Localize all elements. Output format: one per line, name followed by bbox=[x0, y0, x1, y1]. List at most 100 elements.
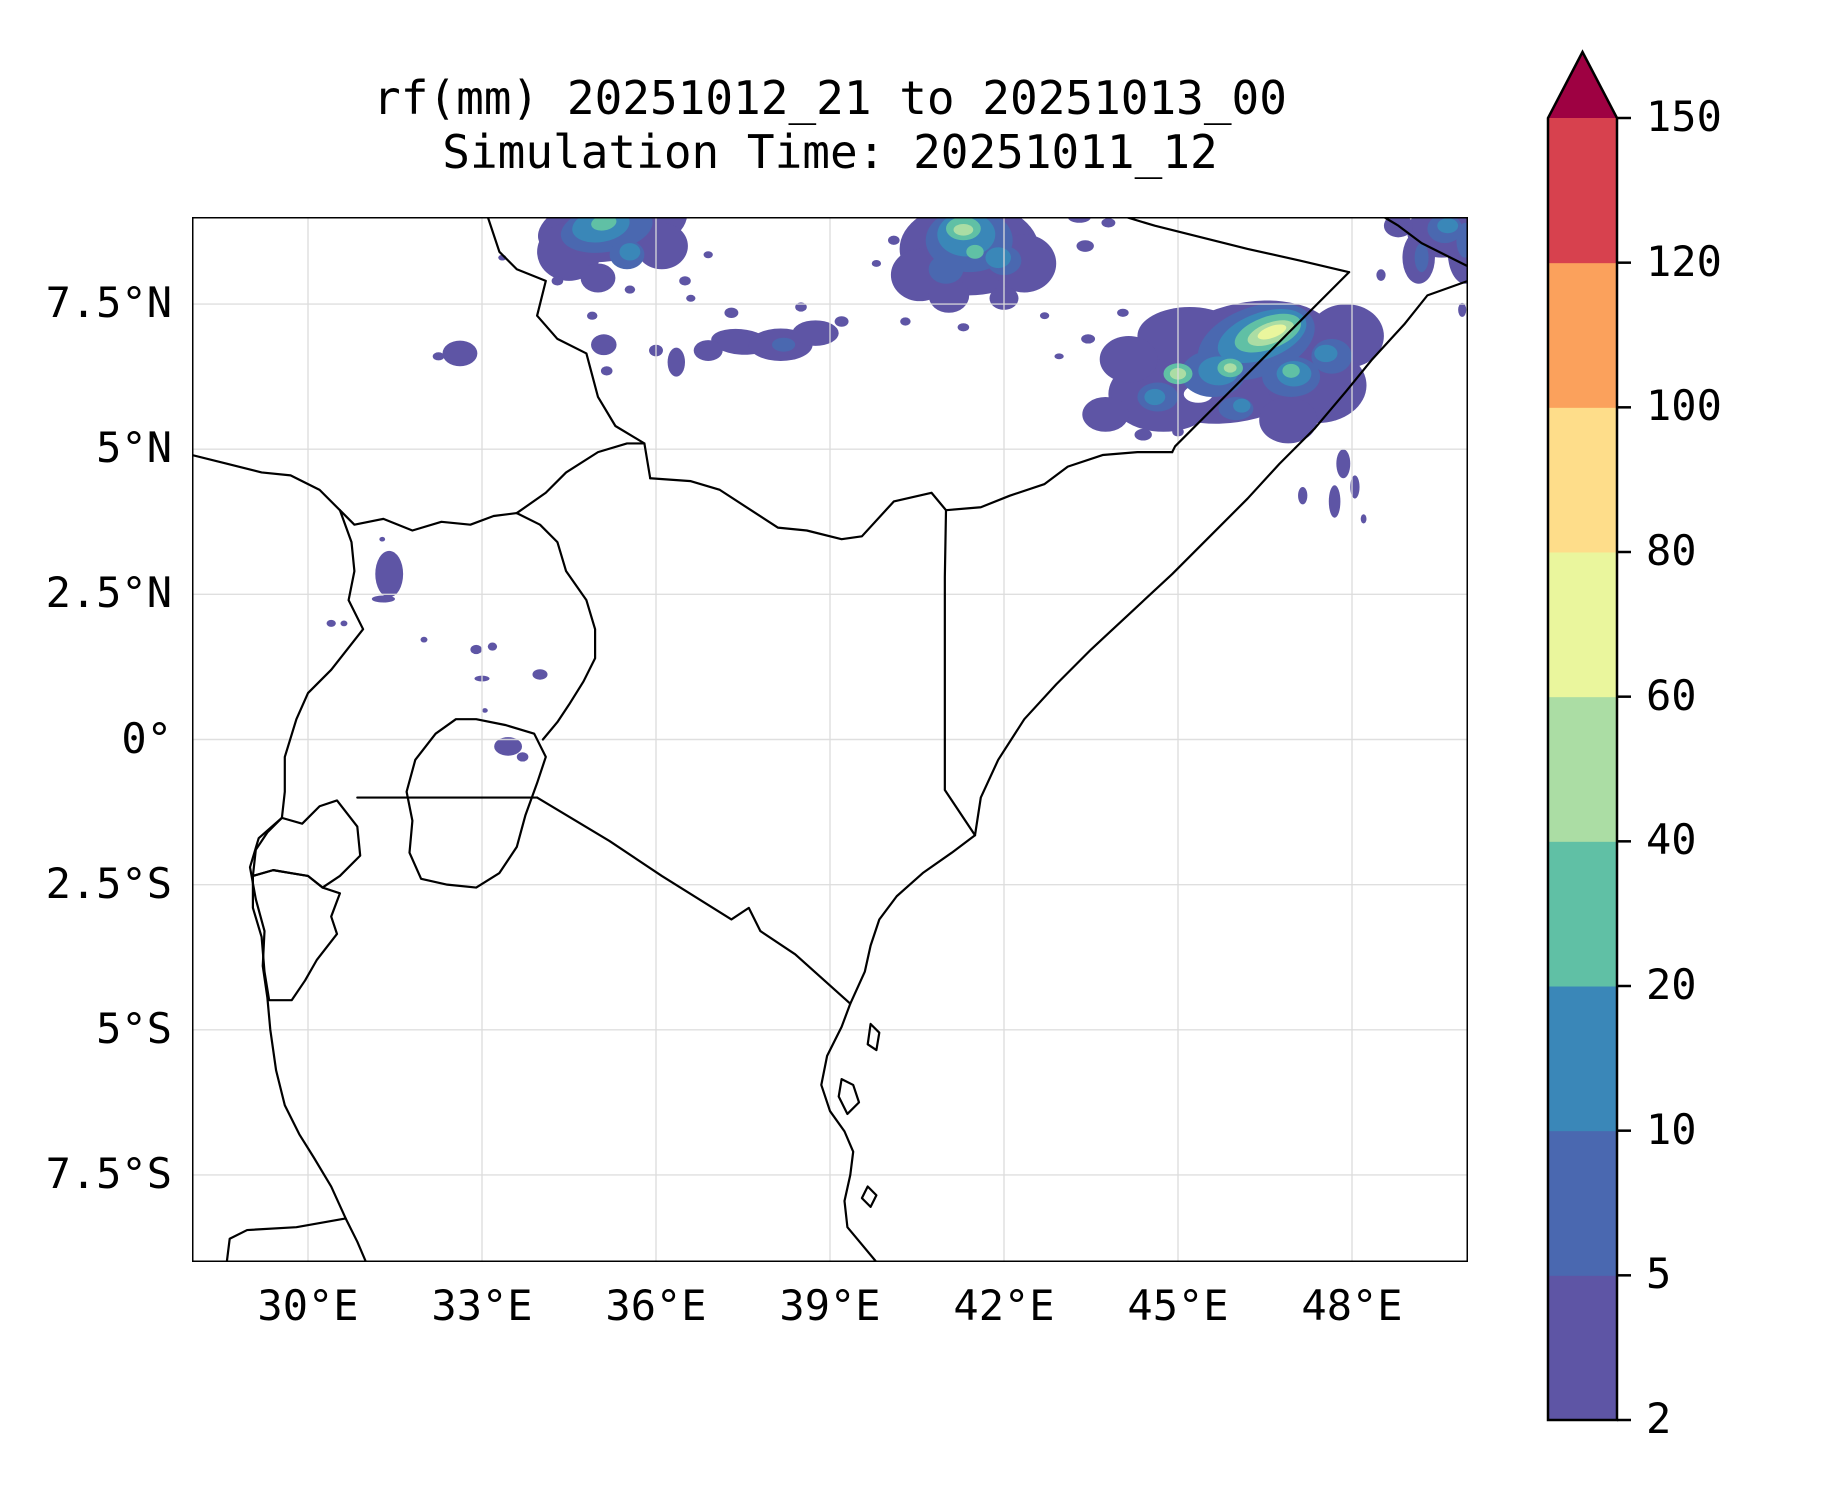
rain-cell bbox=[667, 347, 685, 377]
rain-cell bbox=[635, 222, 688, 270]
rain-cell bbox=[1456, 222, 1468, 258]
rain-cell bbox=[928, 254, 964, 284]
colorbar-ticks bbox=[1617, 116, 1631, 1422]
border-eth_som_west bbox=[946, 452, 1172, 510]
border-coast_horn_north bbox=[1384, 217, 1468, 266]
rain-cell bbox=[834, 316, 849, 327]
rain-cell bbox=[580, 263, 616, 293]
colorbar-segment bbox=[1548, 986, 1617, 1132]
x-tick-label: 33°E bbox=[431, 1281, 533, 1330]
rain-cell bbox=[953, 223, 974, 236]
y-tick-label: 7.5°N bbox=[45, 278, 172, 328]
colorbar-segment bbox=[1548, 262, 1617, 408]
rain-cell bbox=[1298, 486, 1308, 505]
rain-cell bbox=[871, 259, 882, 267]
rain-cell bbox=[1458, 302, 1467, 317]
rain-cell bbox=[957, 323, 970, 332]
rain-cell bbox=[1054, 353, 1064, 360]
colorbar-tick-label: 5 bbox=[1646, 1249, 1672, 1299]
border-drc_ssd_uga bbox=[192, 455, 517, 530]
border-ken_eth bbox=[650, 478, 946, 539]
colorbar-tick-label: 2 bbox=[1646, 1394, 1672, 1443]
rain-cell bbox=[442, 340, 478, 367]
colorbar-tick-label: 10 bbox=[1646, 1104, 1697, 1154]
border-burundi bbox=[253, 870, 340, 1000]
border-mafia bbox=[862, 1187, 877, 1207]
rain-cell bbox=[693, 340, 723, 361]
rain-cell bbox=[1437, 218, 1459, 234]
rain-cell bbox=[703, 251, 713, 259]
y-tick-label: 0° bbox=[121, 713, 172, 763]
rain-cell bbox=[586, 311, 598, 320]
rain-cell bbox=[1039, 312, 1050, 320]
y-tick-label: 5°S bbox=[96, 1003, 172, 1053]
rain-cell bbox=[1314, 344, 1338, 363]
rain-cell bbox=[1082, 396, 1129, 432]
colorbar-segment bbox=[1548, 841, 1617, 987]
rain-contour-layer bbox=[326, 217, 1468, 762]
rain-cell bbox=[1336, 449, 1351, 479]
rain-cell bbox=[470, 644, 483, 655]
y-tick-label: 2.5°N bbox=[45, 568, 172, 618]
colorbar-tick-label: 80 bbox=[1646, 526, 1697, 575]
colorbar-tick-label: 20 bbox=[1646, 960, 1697, 1009]
rain-cell bbox=[420, 636, 428, 643]
rain-cell bbox=[1414, 243, 1429, 273]
border-ssd_eth bbox=[488, 217, 650, 478]
border-eth_som_north bbox=[1126, 217, 1349, 272]
country-borders-layer bbox=[192, 217, 1468, 1262]
rain-cell bbox=[686, 294, 696, 302]
rain-cell bbox=[532, 669, 548, 680]
colorbar-tick-label: 150 bbox=[1646, 92, 1722, 141]
rain-cell bbox=[1081, 334, 1096, 344]
rain-cell bbox=[1117, 308, 1129, 317]
rain-cell bbox=[371, 595, 395, 603]
border-zambia bbox=[227, 1218, 346, 1262]
rain-cell bbox=[375, 550, 404, 598]
rain-cell bbox=[1134, 428, 1152, 441]
colorbar-segment bbox=[1548, 1275, 1617, 1421]
colorbar-tick-label: 40 bbox=[1646, 815, 1697, 865]
y-tick-label: 2.5°S bbox=[45, 858, 172, 908]
border-ken_som bbox=[945, 510, 975, 835]
rain-cell bbox=[619, 243, 641, 261]
rain-cell bbox=[340, 620, 348, 627]
border-eth_som_straight bbox=[1172, 272, 1349, 452]
colorbar-segment bbox=[1548, 552, 1617, 698]
rain-cell bbox=[888, 235, 900, 245]
rain-cell bbox=[966, 244, 984, 259]
rain-cell bbox=[591, 334, 617, 356]
x-tick-label: 39°E bbox=[779, 1281, 881, 1330]
rain-cell bbox=[1257, 324, 1287, 340]
border-ken_ssd_ilemi bbox=[517, 443, 645, 513]
map-canvas bbox=[192, 217, 1468, 1262]
rain-cell bbox=[326, 619, 336, 627]
rain-cell bbox=[1144, 388, 1166, 406]
border-coast_east bbox=[821, 281, 1468, 1262]
border-tan_ken bbox=[537, 798, 850, 1004]
colorbar-segment bbox=[1548, 1130, 1617, 1276]
rain-cell bbox=[482, 708, 488, 713]
x-tick-label: 36°E bbox=[605, 1281, 707, 1330]
colorbar-segment bbox=[1548, 696, 1617, 842]
border-pemba bbox=[868, 1024, 880, 1050]
colorbar-outline bbox=[1546, 49, 1619, 1422]
rain-cell bbox=[1282, 363, 1300, 378]
x-tick-label: 48°E bbox=[1301, 1281, 1403, 1330]
border-lake_victoria bbox=[407, 719, 546, 887]
rain-cell bbox=[494, 737, 523, 756]
rain-cell bbox=[679, 276, 691, 286]
rain-cell bbox=[1099, 336, 1158, 383]
x-tick-label: 42°E bbox=[953, 1281, 1055, 1330]
colorbar-segment bbox=[1548, 407, 1617, 553]
rain-cell bbox=[1076, 240, 1094, 252]
graticule-layer bbox=[192, 217, 1468, 1262]
rain-cell bbox=[1376, 269, 1386, 281]
y-tick-label: 7.5°S bbox=[45, 1148, 172, 1198]
rain-cell bbox=[1259, 396, 1318, 444]
rain-cell bbox=[432, 352, 445, 361]
rain-cell bbox=[1223, 363, 1237, 373]
rain-cell bbox=[600, 366, 613, 376]
